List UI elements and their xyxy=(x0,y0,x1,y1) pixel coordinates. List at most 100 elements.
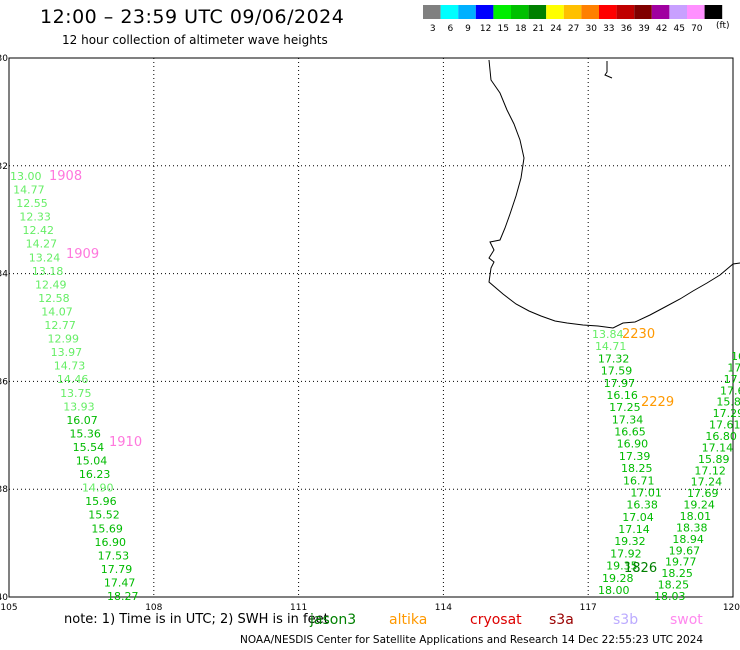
wave-height-label: 13.97 xyxy=(51,346,82,359)
legend-swatch xyxy=(563,5,582,19)
legend-swatch xyxy=(475,5,494,19)
wave-height-label: 17.66 xyxy=(724,373,740,386)
legend-value: 21 xyxy=(533,24,544,34)
wave-height-label: 18.01 xyxy=(680,510,712,523)
latitude-label: -32 xyxy=(0,162,8,172)
wave-height-label: 19.28 xyxy=(602,572,634,585)
legend-value: 15 xyxy=(497,24,508,34)
wave-height-label: 17.69 xyxy=(687,487,719,500)
legend-swatch xyxy=(528,5,547,19)
legend-swatch xyxy=(669,5,687,19)
wave-height-label: 12.99 xyxy=(48,333,80,346)
lat-lon-grid xyxy=(8,57,734,598)
legend-value: 42 xyxy=(656,24,667,34)
wave-height-label: 14.07 xyxy=(41,305,73,318)
latitude-label: -38 xyxy=(0,485,8,495)
wave-height-label: 12.55 xyxy=(16,197,48,210)
wave-height-label: 13.24 xyxy=(29,251,61,264)
satellite-cryosat-label: cryosat xyxy=(470,612,522,628)
wave-height-label: 17.65 xyxy=(720,384,740,397)
pass-time-label: 1826 xyxy=(624,561,657,576)
wave-height-label: 14.27 xyxy=(26,238,58,251)
wave-height-label: 17.53 xyxy=(98,549,130,562)
wave-height-label: 15.52 xyxy=(88,509,120,522)
legend-unit-label: (ft) xyxy=(716,21,730,31)
footer-note: note: 1) Time is in UTC; 2) SWH is in fe… xyxy=(64,612,329,627)
wave-height-label: 17.29 xyxy=(713,407,740,420)
pass-time-label: 1909 xyxy=(66,247,99,262)
wave-height-color-legend: 3 6 9 12 15 18 21 24 27 30 33 36 39 42 45 70 xyxy=(423,5,723,34)
legend-value: 6 xyxy=(448,24,454,34)
pass-time-label: 2230 xyxy=(622,327,655,342)
wave-height-label: 15.69 xyxy=(91,522,123,535)
wave-height-label: 17.39 xyxy=(619,450,651,463)
satellite-s3a-label: s3a xyxy=(549,612,574,628)
legend-value: 30 xyxy=(585,24,597,34)
wave-height-label: 16.90 xyxy=(617,438,649,451)
wave-height-label: 18.25 xyxy=(658,579,690,592)
wave-height-label: 12.77 xyxy=(44,319,76,332)
wave-height-label: 16.90 xyxy=(94,536,126,549)
island-outline xyxy=(604,61,613,79)
longitude-label: 108 xyxy=(145,603,162,613)
axis-labels: -30 -32 -34 -36 -38 -40105 108 111 114 117 120 xyxy=(0,54,740,613)
map-frame xyxy=(8,57,734,598)
wave-height-label: 13.93 xyxy=(63,400,95,413)
wave-height-label: 15.36 xyxy=(69,427,101,440)
map-title: 12:00 – 23:59 UTC 09/06/2024 xyxy=(40,6,345,28)
wave-height-label: 17.25 xyxy=(609,401,641,414)
wave-height-label: 13.75 xyxy=(60,387,91,400)
wave-height-label: 13.00 xyxy=(10,170,42,183)
wave-height-label: 16 xyxy=(731,350,740,363)
legend-swatch xyxy=(493,5,511,19)
wave-height-label: 15.04 xyxy=(76,455,108,468)
wave-height-label: 17.04 xyxy=(622,511,654,524)
wave-height-label: 16.23 xyxy=(79,468,111,481)
map-subtitle: 12 hour collection of altimeter wave hei… xyxy=(62,33,328,47)
wave-height-label: 17.61 xyxy=(709,419,740,432)
wave-height-label: 15.96 xyxy=(85,495,117,508)
satellite-altika-label: altika xyxy=(389,612,428,628)
wave-height-label: 16.16 xyxy=(606,389,638,402)
wave-height-label: 15.81 xyxy=(716,396,740,409)
wave-height-label: 19.35 xyxy=(606,560,638,573)
wave-height-label: 17.32 xyxy=(598,352,630,365)
wave-height-label: 19.24 xyxy=(683,499,715,512)
wave-height-label: 12.33 xyxy=(19,211,51,224)
wave-height-label: 18.00 xyxy=(598,584,630,597)
latitude-label: -36 xyxy=(0,377,8,387)
wave-height-observations: 13.0014.7712.5512.3312.4214.2713.2413.18… xyxy=(10,169,740,603)
satellite-jason3-label: jason3 xyxy=(310,612,357,628)
satellite-s3b-label: s3b xyxy=(613,612,639,628)
wave-height-label: 19.67 xyxy=(669,544,701,557)
legend-value: 9 xyxy=(465,24,471,34)
wave-height-label: 13.84 xyxy=(592,328,624,341)
wave-height-label: 16.38 xyxy=(626,499,658,512)
wave-height-label: 14.73 xyxy=(54,360,86,373)
wave-height-label: 18.25 xyxy=(661,567,693,580)
legend-swatch xyxy=(458,5,476,19)
legend-swatch xyxy=(599,5,617,19)
wave-height-label: 18.38 xyxy=(676,521,708,534)
wave-height-label: 14.46 xyxy=(57,373,89,386)
wave-height-label: 18.27 xyxy=(107,590,139,603)
latitude-label: -40 xyxy=(0,593,8,603)
wave-height-label: 14.77 xyxy=(13,184,45,197)
legend-value: 27 xyxy=(568,24,579,34)
wave-height-label: 17.4 xyxy=(727,361,740,374)
pass-time-label: 1908 xyxy=(49,169,82,184)
longitude-label: 117 xyxy=(580,603,597,613)
legend-value: 36 xyxy=(621,24,633,34)
legend-swatch xyxy=(634,5,652,19)
wave-height-label: 15.54 xyxy=(73,441,105,454)
wave-height-label: 18.25 xyxy=(621,462,653,475)
wave-height-label: 17.79 xyxy=(101,563,133,576)
legend-swatch xyxy=(651,5,670,19)
legend-value: 45 xyxy=(673,24,684,34)
wave-height-label: 17.59 xyxy=(601,365,633,378)
longitude-label: 120 xyxy=(723,603,740,613)
wave-height-label: 17.92 xyxy=(610,547,642,560)
wave-height-label: 17.14 xyxy=(702,441,734,454)
longitude-label: 111 xyxy=(290,603,307,613)
